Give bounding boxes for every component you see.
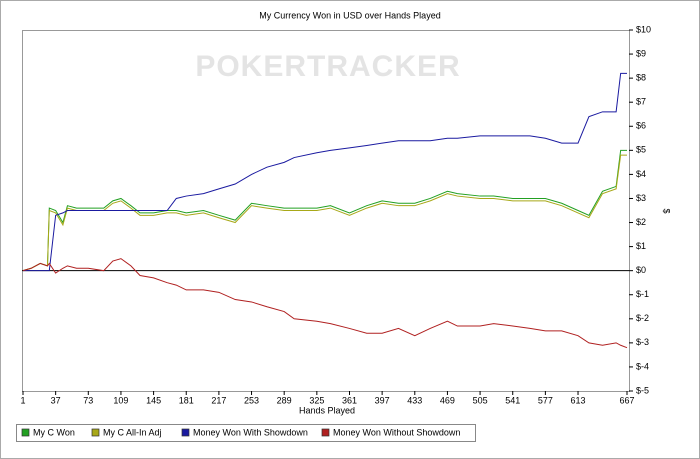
x-tick-label: 613 xyxy=(571,395,586,405)
series-line xyxy=(23,72,627,272)
x-tick-label: 37 xyxy=(51,395,61,405)
series-line xyxy=(22,149,627,272)
legend-swatch xyxy=(21,428,30,437)
legend-label: Money Won Without Showdown xyxy=(333,427,460,437)
x-tick-label: 505 xyxy=(473,395,488,405)
x-tick-label: 73 xyxy=(83,395,93,405)
y-tick-label: $-4 xyxy=(636,361,649,371)
x-tick-label: 217 xyxy=(211,395,226,405)
y-tick-label: $9 xyxy=(636,48,646,58)
x-tick-label: 361 xyxy=(342,395,357,405)
y-tick-label: $0 xyxy=(636,265,646,275)
y-tick-label: $10 xyxy=(636,24,651,34)
x-tick-label: 145 xyxy=(146,395,161,405)
y-tick-label: $6 xyxy=(636,121,646,131)
legend xyxy=(16,424,476,442)
legend-swatch xyxy=(321,428,330,437)
x-tick-label: 397 xyxy=(375,395,390,405)
legend-label: My C Won xyxy=(33,427,75,437)
x-tick-label: 325 xyxy=(309,395,324,405)
y-tick-label: $-2 xyxy=(636,313,649,323)
y-axis-label: $ xyxy=(662,208,672,213)
x-axis-label: Hands Played xyxy=(299,405,355,415)
plot-area xyxy=(22,30,630,392)
legend-label: My C All-In Adj xyxy=(103,427,162,437)
y-tick-label: $1 xyxy=(636,241,646,251)
x-tick-label: 289 xyxy=(277,395,292,405)
x-tick-label: 577 xyxy=(538,395,553,405)
x-tick-label: 109 xyxy=(113,395,128,405)
y-tick-label: $-3 xyxy=(636,337,649,347)
legend-swatch xyxy=(181,428,190,437)
x-tick-label: 541 xyxy=(505,395,520,405)
y-tick-label: $-5 xyxy=(636,385,649,395)
x-tick-label: 181 xyxy=(179,395,194,405)
y-tick-label: $2 xyxy=(636,217,646,227)
y-tick-label: $4 xyxy=(636,169,646,179)
x-tick-label: 433 xyxy=(407,395,422,405)
x-tick-label: 469 xyxy=(440,395,455,405)
y-tick-label: $8 xyxy=(636,73,646,83)
legend-swatch xyxy=(91,428,100,437)
x-tick-label: 1 xyxy=(20,395,25,405)
series-line xyxy=(22,258,628,349)
chart-title: My Currency Won in USD over Hands Played xyxy=(259,10,440,20)
x-tick-label: 253 xyxy=(244,395,259,405)
y-tick-label: $7 xyxy=(636,97,646,107)
legend-label: Money Won With Showdown xyxy=(193,427,308,437)
watermark: POKERTRACKER xyxy=(195,50,460,83)
y-tick-label: $3 xyxy=(636,193,646,203)
x-tick-label: 667 xyxy=(619,395,634,405)
y-tick-label: $5 xyxy=(636,145,646,155)
y-tick-label: $-1 xyxy=(636,289,649,299)
